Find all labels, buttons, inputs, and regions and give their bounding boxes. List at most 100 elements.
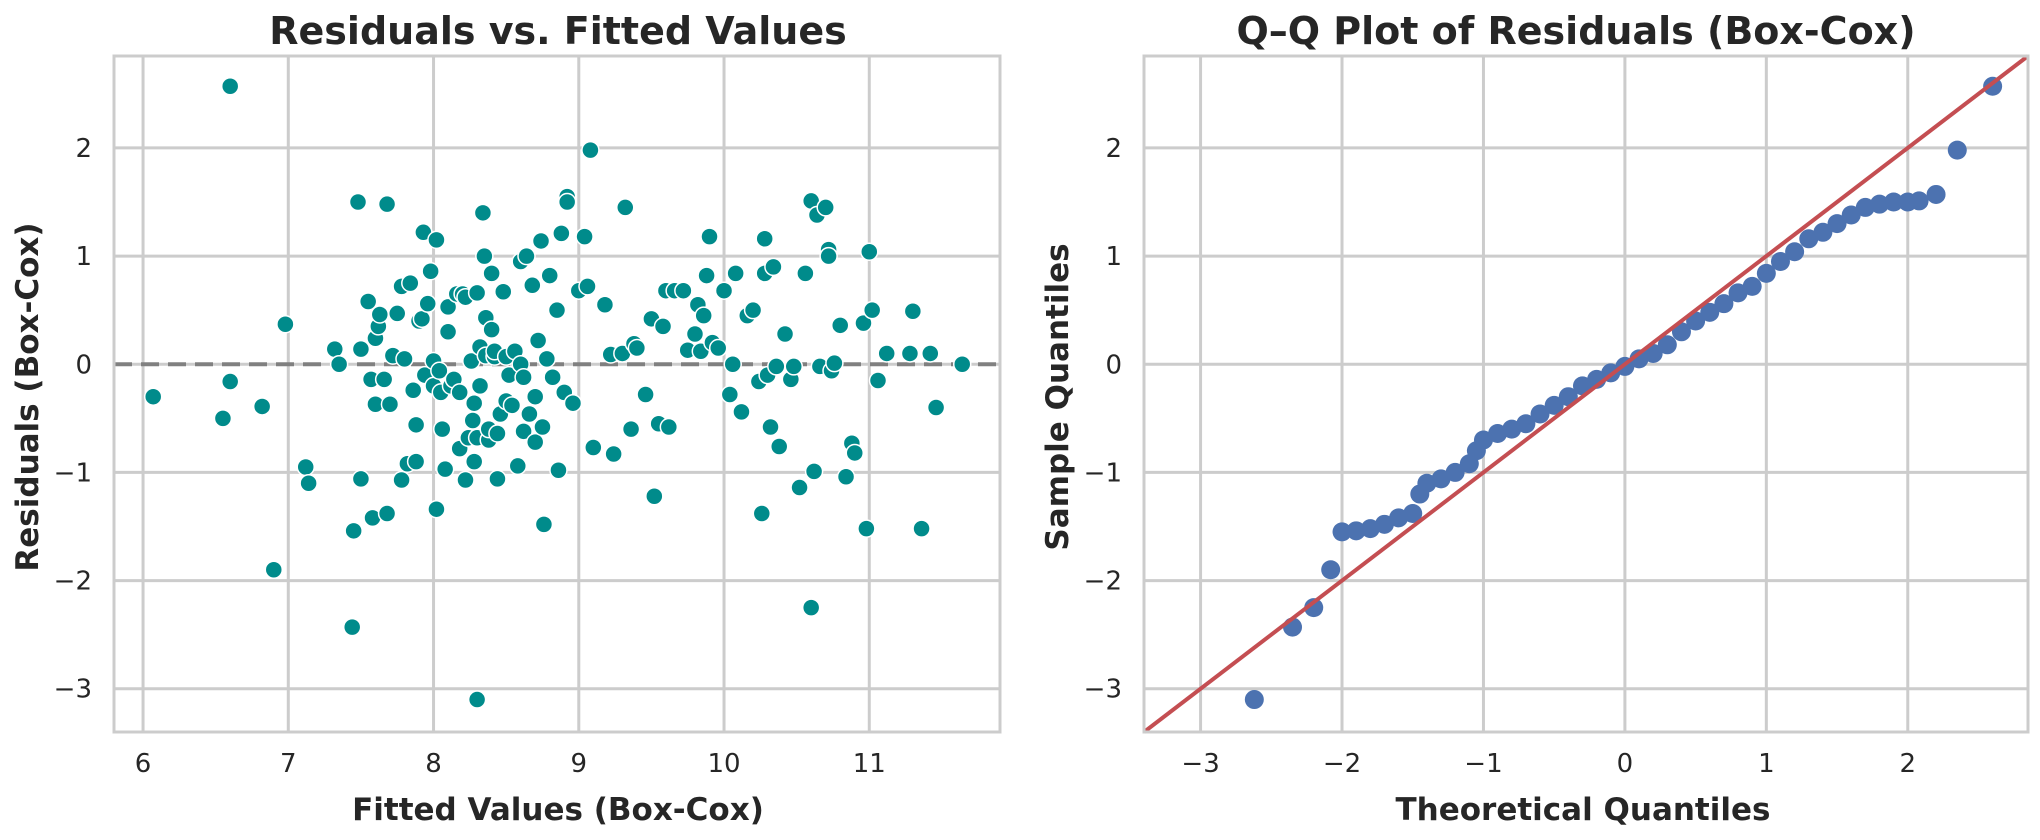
residual-point (549, 461, 568, 480)
residuals-y-axis-label: Residuals (Box-Cox) (10, 222, 46, 571)
residual-point (674, 281, 693, 300)
qq-point (1799, 229, 1819, 249)
residual-point (482, 264, 501, 283)
residual-point (220, 77, 240, 96)
residuals-x-tick-label: 7 (280, 749, 297, 779)
residual-point (900, 344, 920, 363)
qq-point (1869, 194, 1889, 214)
residual-point (514, 367, 533, 387)
residual-point (433, 419, 452, 439)
residual-point (627, 338, 647, 358)
residual-point (616, 198, 635, 217)
residual-point (351, 469, 371, 489)
residual-point (418, 294, 437, 313)
residual-point (921, 344, 940, 363)
qq-point (1700, 302, 1720, 322)
residuals-x-ticks: 6 7 8 9 10 11 (135, 749, 886, 779)
residual-point (517, 246, 536, 266)
residual-point (406, 415, 426, 435)
residual-point (533, 417, 552, 437)
qq-point (1909, 191, 1929, 211)
residual-point (358, 292, 378, 311)
qq-point (1346, 521, 1366, 541)
qq-point (1855, 197, 1875, 217)
residual-point (392, 470, 411, 490)
residual-point (427, 499, 446, 519)
qq-reference-line (1142, 54, 2030, 734)
residual-point (464, 393, 484, 413)
qq-point (1544, 395, 1564, 415)
residual-point (296, 457, 315, 477)
residuals-y-tick-label: −2 (54, 567, 92, 597)
residuals-y-tick-label: 1 (75, 242, 92, 272)
residuals-x-tick-label: 6 (135, 749, 152, 779)
residual-point (903, 302, 923, 321)
qq-y-tick-label: 2 (1105, 134, 1122, 164)
residual-point (819, 246, 838, 266)
residual-point (836, 467, 856, 486)
residual-point (438, 297, 458, 317)
residual-point (723, 355, 742, 374)
residual-point (877, 344, 896, 363)
residual-point (531, 231, 551, 251)
residual-point (575, 227, 594, 246)
qq-x-tick-label: −3 (1181, 749, 1219, 779)
residual-point (329, 355, 349, 374)
residual-point (537, 349, 557, 369)
qq-x-tick-label: −1 (1464, 749, 1502, 779)
qq-x-tick-label: 1 (1758, 749, 1775, 779)
residual-point (714, 281, 734, 300)
qq-point (1530, 404, 1550, 424)
residual-point (377, 194, 397, 214)
residual-point (926, 398, 946, 417)
residual-point (438, 322, 458, 342)
residual-point (494, 282, 513, 302)
qq-x-tick-label: 0 (1617, 749, 1634, 779)
residual-point (520, 404, 539, 424)
residual-point (482, 320, 501, 339)
residual-point (769, 437, 789, 456)
residual-point (604, 444, 623, 464)
residual-point (621, 419, 641, 439)
qq-point (1841, 205, 1861, 225)
residual-point (351, 339, 371, 359)
qq-y-tick-label: 0 (1105, 350, 1122, 380)
qq-y-tick-label: −1 (1084, 458, 1122, 488)
residual-point (700, 227, 719, 246)
qq-y-tick-label: 1 (1105, 242, 1122, 272)
residual-point (213, 409, 233, 428)
qq-point (1827, 214, 1847, 234)
qq-point (1785, 242, 1805, 262)
residual-point (816, 198, 835, 217)
residuals-plot-frame (112, 54, 1002, 734)
residual-point (732, 402, 751, 422)
qq-plot-title: Q–Q Plot of Residuals (Box-Cox) (1236, 9, 1915, 53)
residual-point (220, 372, 240, 391)
residual-point (743, 300, 763, 320)
residual-point (475, 246, 494, 266)
residual-point (488, 424, 507, 443)
residual-point (636, 385, 655, 404)
residual-point (755, 229, 774, 249)
qq-y-tick-label: −3 (1084, 675, 1122, 705)
residual-point (523, 276, 542, 295)
residual-point (952, 355, 972, 374)
qq-point (1770, 252, 1790, 272)
residual-point (581, 140, 600, 160)
qq-point (1374, 514, 1394, 534)
residual-point (645, 486, 664, 506)
residuals-y-tick-label: −1 (54, 458, 92, 488)
residual-point (348, 192, 368, 212)
residual-point (801, 598, 821, 617)
residual-point (528, 331, 548, 350)
residual-point (540, 266, 559, 285)
residual-point (467, 690, 487, 709)
residuals-x-tick-label: 10 (707, 749, 740, 779)
residual-point (543, 367, 562, 387)
qq-point (1742, 276, 1762, 296)
residual-point (488, 469, 507, 489)
qq-point (1321, 560, 1341, 580)
qq-point (1244, 690, 1264, 710)
residual-points (143, 77, 972, 709)
qq-x-ticks: −3 −2 −1 0 1 2 (1181, 749, 1916, 779)
